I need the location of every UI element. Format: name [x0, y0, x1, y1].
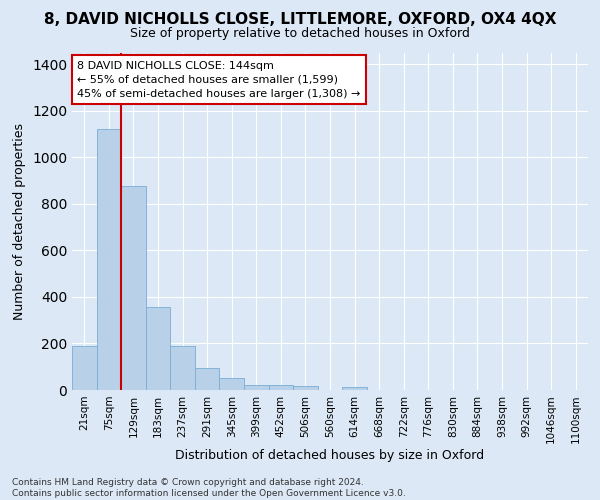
Bar: [220, 378, 244, 390]
Text: 8 DAVID NICHOLLS CLOSE: 144sqm
← 55% of detached houses are smaller (1,599)
45% : 8 DAVID NICHOLLS CLOSE: 144sqm ← 55% of …: [77, 61, 361, 99]
Bar: [121, 186, 146, 390]
Bar: [97, 130, 121, 390]
Bar: [269, 385, 293, 390]
Bar: [72, 346, 97, 390]
Bar: [244, 385, 269, 390]
Bar: [195, 368, 220, 390]
X-axis label: Distribution of detached houses by size in Oxford: Distribution of detached houses by size …: [175, 449, 485, 462]
Text: 8, DAVID NICHOLLS CLOSE, LITTLEMORE, OXFORD, OX4 4QX: 8, DAVID NICHOLLS CLOSE, LITTLEMORE, OXF…: [44, 12, 556, 28]
Y-axis label: Number of detached properties: Number of detached properties: [13, 122, 26, 320]
Bar: [170, 346, 195, 390]
Text: Contains HM Land Registry data © Crown copyright and database right 2024.
Contai: Contains HM Land Registry data © Crown c…: [12, 478, 406, 498]
Bar: [342, 386, 367, 390]
Bar: [146, 308, 170, 390]
Bar: [293, 386, 318, 390]
Text: Size of property relative to detached houses in Oxford: Size of property relative to detached ho…: [130, 28, 470, 40]
